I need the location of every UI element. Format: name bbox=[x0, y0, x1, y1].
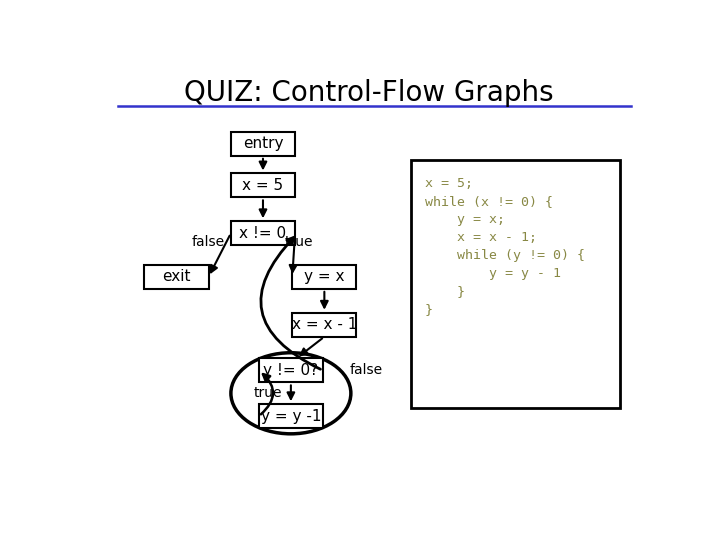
Text: entry: entry bbox=[243, 136, 283, 151]
Text: x = 5: x = 5 bbox=[243, 178, 284, 193]
FancyArrowPatch shape bbox=[261, 374, 273, 414]
FancyBboxPatch shape bbox=[258, 359, 323, 382]
Text: y = x: y = x bbox=[304, 269, 345, 285]
Text: true: true bbox=[254, 386, 282, 400]
Text: false: false bbox=[349, 363, 382, 377]
FancyBboxPatch shape bbox=[411, 160, 620, 408]
Text: true: true bbox=[285, 235, 313, 249]
Text: y = y -1: y = y -1 bbox=[261, 409, 321, 424]
FancyArrowPatch shape bbox=[261, 238, 320, 369]
Text: QUIZ: Control-Flow Graphs: QUIZ: Control-Flow Graphs bbox=[184, 79, 554, 107]
Text: exit: exit bbox=[162, 269, 191, 285]
FancyBboxPatch shape bbox=[231, 132, 295, 156]
FancyBboxPatch shape bbox=[231, 221, 295, 245]
FancyBboxPatch shape bbox=[231, 173, 295, 198]
Text: x = 5;
while (x != 0) {
    y = x;
    x = x - 1;
    while (y != 0) {
        y: x = 5; while (x != 0) { y = x; x = x - 1… bbox=[425, 177, 585, 316]
FancyBboxPatch shape bbox=[258, 404, 323, 428]
Text: false: false bbox=[192, 235, 225, 249]
Text: y != 0?: y != 0? bbox=[264, 363, 318, 378]
FancyBboxPatch shape bbox=[292, 313, 356, 337]
FancyBboxPatch shape bbox=[145, 265, 209, 289]
Text: x = x - 1: x = x - 1 bbox=[292, 317, 357, 332]
Text: x != 0: x != 0 bbox=[240, 226, 287, 241]
FancyBboxPatch shape bbox=[292, 265, 356, 289]
